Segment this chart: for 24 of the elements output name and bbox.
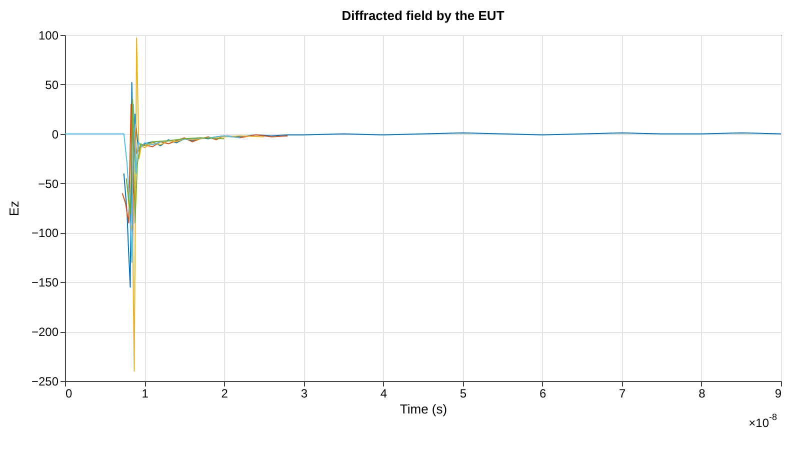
line-series <box>126 98 225 224</box>
y-tick-label: 0 <box>52 127 59 142</box>
x-tick-label: 7 <box>619 386 626 400</box>
chart-title: Diffracted field by the EUT <box>342 8 504 23</box>
x-tick-label: 8 <box>698 386 706 400</box>
x-tick-label: 5 <box>460 386 467 400</box>
y-tick-label: 100 <box>38 28 59 42</box>
x-tick-label: 1 <box>142 386 149 400</box>
y-tick-label: −50 <box>38 176 59 191</box>
y-axis-title: Ez <box>6 200 22 216</box>
line-series <box>126 37 264 372</box>
line-series <box>64 104 241 263</box>
y-tick-label: −200 <box>31 325 59 340</box>
y-tick-label: 50 <box>45 78 59 92</box>
x-tick-label: 3 <box>300 386 308 400</box>
x-tick-label: 6 <box>539 386 546 400</box>
y-tick-label: −100 <box>31 226 59 240</box>
x-tick-label: 9 <box>774 386 782 400</box>
y-tick-label: −250 <box>31 374 59 388</box>
x-tick-label: 0 <box>66 386 72 400</box>
y-tick-label: −150 <box>31 276 59 290</box>
x-tick-label: 4 <box>380 386 388 400</box>
x-axis-title: Time (s) <box>400 402 448 416</box>
x-tick-label: 2 <box>221 386 228 400</box>
